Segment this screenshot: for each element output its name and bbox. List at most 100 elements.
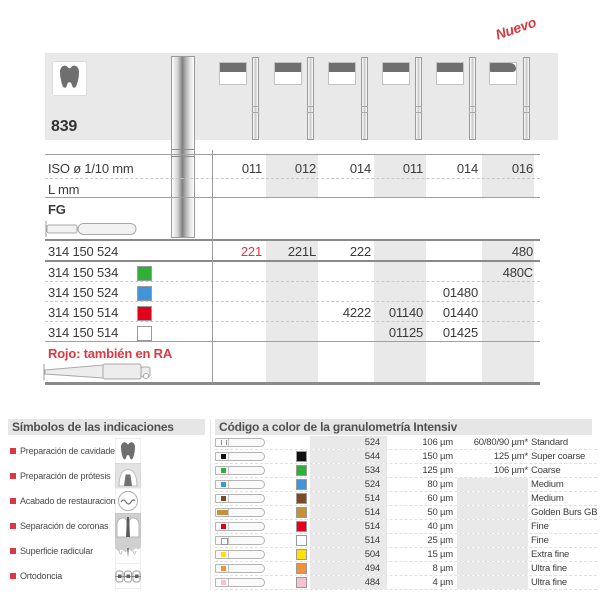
panel-divider [210, 420, 211, 590]
length-row-label: L mm [48, 182, 80, 197]
granulometry-row: 534 125 µm 106 µm* Coarse [215, 464, 597, 478]
iso-value: 011 [241, 161, 262, 176]
ref-value: 480C [502, 265, 533, 280]
bur-illustration [215, 578, 265, 587]
root-surface-icon [115, 538, 141, 564]
fg-row-label: FG [48, 202, 66, 217]
column-stripe [482, 241, 534, 382]
granulometry-row: 514 60 µm Medium [215, 492, 597, 506]
color-swatch [296, 549, 307, 560]
red-square-bullet [10, 573, 16, 579]
color-swatch [137, 266, 152, 281]
granulometry-row: 484 4 µm Ultra fine [215, 576, 597, 590]
ref-value: 4222 [342, 305, 371, 320]
molar-icon [60, 65, 79, 88]
color-swatch [296, 535, 307, 546]
crown-prep-icon [115, 463, 141, 489]
bur-shaft-illustration [361, 57, 368, 140]
ref-value: 01440 [442, 305, 478, 320]
granulometry-row: 514 40 µm Fine [215, 520, 597, 534]
fg-shank-icon [45, 221, 137, 237]
color-swatch [296, 521, 307, 532]
color-swatch [296, 493, 307, 504]
divider [45, 154, 540, 155]
red-square-bullet [10, 523, 16, 529]
order-code: 314 150 534 [48, 265, 119, 280]
ref-value: 01140 [388, 305, 423, 320]
bur-tip-profile-icon [274, 62, 302, 85]
bur-tip-profile-icon [328, 62, 356, 85]
granulometry-row: 524 106 µm 60/80/90 µm* Standard [215, 436, 597, 450]
symbols-panel-title: Símbolos de las indicaciones [8, 419, 205, 435]
ref-value: 221L [287, 244, 316, 259]
bur-tip-profile-icon [219, 62, 247, 85]
bur-tip-profile-icon [489, 62, 517, 85]
molar-icon [115, 438, 141, 464]
restoration-finish-icon [115, 488, 141, 514]
red-square-bullet [10, 473, 16, 479]
symbol-item: Acabado de restauraciones [8, 488, 208, 514]
ref-value: 01480 [442, 285, 478, 300]
iso-value: 014 [349, 161, 371, 176]
divider [45, 178, 540, 179]
red-square-bullet [10, 448, 16, 454]
color-swatch [296, 451, 307, 462]
bur-shaft-illustration [415, 57, 422, 140]
crown-separation-icon [115, 513, 141, 539]
ra-note: Rojo: también en RA [48, 346, 173, 361]
order-code: 314 150 524 [48, 244, 119, 259]
symbol-item: Preparación de prótesis [8, 463, 208, 489]
column-stripe [374, 241, 426, 382]
color-swatch [296, 465, 307, 476]
divider [45, 197, 540, 198]
ref-value: 01425 [442, 325, 478, 340]
divider [45, 260, 540, 262]
bur-shaft-illustration [523, 57, 530, 140]
symbol-item: Ortodoncia [8, 563, 208, 589]
ref-value: 222 [349, 244, 371, 259]
symbol-item: Superficie radicular [8, 538, 208, 564]
ref-value: 480 [511, 244, 533, 259]
color-swatch [296, 563, 307, 574]
bur-shaft-illustration [469, 57, 476, 140]
bur-illustration [215, 452, 265, 461]
figure-number: 839 [51, 118, 78, 135]
order-code: 314 150 524 [48, 285, 119, 300]
red-square-bullet [10, 498, 16, 504]
ref-value: 221 [240, 244, 262, 259]
column-stripe [266, 154, 318, 197]
divider [45, 382, 540, 385]
column-stripe [374, 154, 426, 197]
bur-illustration [215, 494, 265, 503]
divider [45, 321, 540, 322]
iso-value: 014 [456, 161, 478, 176]
divider [45, 281, 540, 282]
granulometry-row: 504 15 µm Extra fine [215, 548, 597, 562]
color-swatch [137, 286, 152, 301]
granulometry-panel-title: Código a color de la granulometría Inten… [215, 419, 592, 435]
bur-shaft-illustration [252, 57, 259, 140]
divider [45, 301, 540, 302]
color-swatch [137, 306, 152, 321]
color-swatch [296, 577, 307, 588]
symbol-item: Preparación de cavidades [8, 438, 208, 464]
bur-shaft-illustration [307, 57, 314, 140]
divider [212, 150, 213, 383]
order-code: 314 150 514 [48, 305, 119, 320]
iso-value: 012 [294, 161, 316, 176]
color-swatch [296, 507, 307, 518]
order-code: 314 150 514 [48, 325, 119, 340]
red-square-bullet [10, 548, 16, 554]
orthodontics-icon [115, 563, 141, 589]
bur-tip-profile-icon [382, 62, 410, 85]
bur-illustration [215, 564, 265, 573]
bur-illustration [215, 480, 265, 489]
color-swatch [137, 326, 152, 341]
bur-illustration [215, 438, 265, 447]
granulometry-row: 514 25 µm Fine [215, 534, 597, 548]
divider [45, 239, 540, 241]
bur-illustration-large [171, 56, 195, 238]
granulometry-row: 524 80 µm Medium [215, 478, 597, 492]
iso-value: 016 [511, 161, 533, 176]
